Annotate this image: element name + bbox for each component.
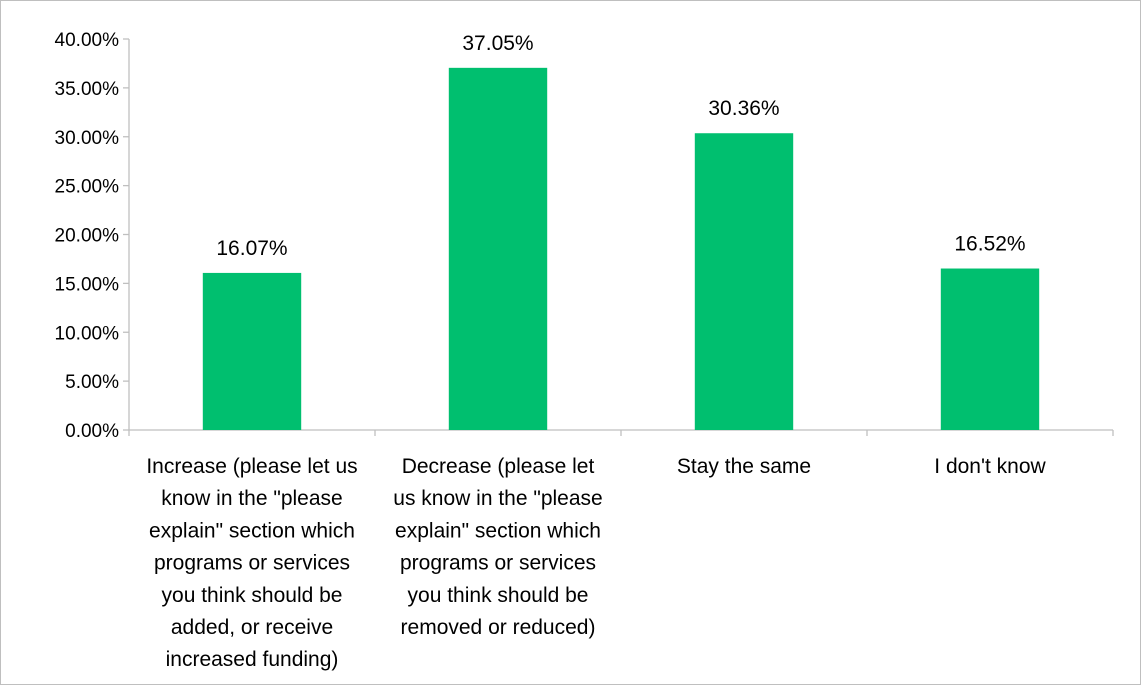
y-tick-label: 15.00% bbox=[55, 274, 120, 295]
bar bbox=[940, 268, 1040, 430]
y-axis: 0.00% 5.00% 10.00% 15.00% 20.00% 25.00% 30.00%… bbox=[55, 30, 130, 442]
y-tick-label: 0.00% bbox=[65, 421, 119, 442]
data-label: 37.05% bbox=[462, 32, 533, 55]
bar bbox=[448, 67, 548, 431]
y-tick-label: 10.00% bbox=[55, 323, 120, 344]
category-label: I don't know bbox=[934, 455, 1046, 478]
y-tick-label: 5.00% bbox=[65, 372, 119, 393]
category-label: Stay the same bbox=[677, 455, 811, 478]
y-tick-label: 40.00% bbox=[55, 30, 120, 51]
y-tick-label: 35.00% bbox=[55, 79, 120, 100]
data-label: 30.36% bbox=[708, 97, 779, 120]
y-tick-label: 25.00% bbox=[55, 177, 120, 198]
data-label: 16.52% bbox=[954, 233, 1025, 256]
category-label: Decrease (please let us know in the "plea… bbox=[393, 455, 602, 639]
category-labels: Increase (please let us know in the "plea… bbox=[146, 455, 1046, 671]
data-label: 16.07% bbox=[216, 237, 287, 260]
bar bbox=[694, 133, 794, 430]
y-tick-label: 20.00% bbox=[55, 226, 120, 247]
x-axis bbox=[128, 429, 1114, 436]
bars bbox=[202, 67, 1040, 431]
y-tick-label: 30.00% bbox=[55, 128, 120, 149]
data-labels: 16.07% 37.05% 30.36% 16.52% bbox=[216, 32, 1025, 260]
category-label: Increase (please let us know in the "plea… bbox=[146, 455, 357, 671]
bar bbox=[202, 272, 302, 430]
